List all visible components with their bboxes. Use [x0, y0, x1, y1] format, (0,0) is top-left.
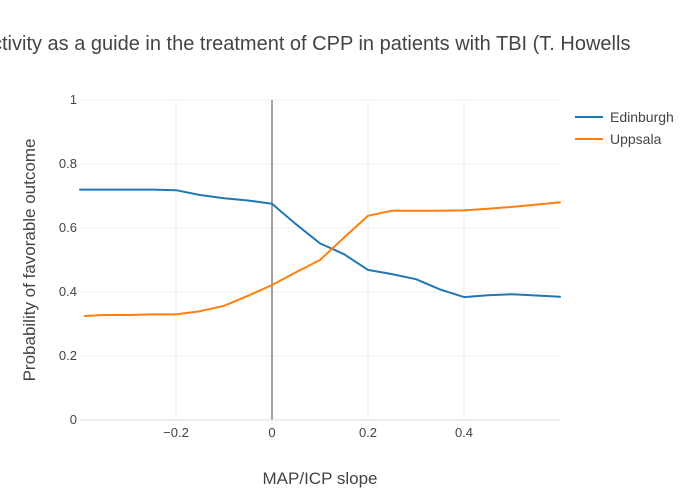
- y-tick-label: 0.8: [59, 156, 77, 171]
- x-tick-label: 0.2: [359, 425, 377, 440]
- legend-label-uppsala: Uppsala: [610, 131, 662, 147]
- y-tick-label: 0.6: [59, 220, 77, 235]
- y-tick-label: 1: [70, 92, 77, 107]
- series-line-edinburgh[interactable]: [79, 188, 561, 299]
- grid: [80, 99, 560, 420]
- y-tick-labels: 0 0.2 0.4 0.6 0.8 1: [59, 92, 77, 427]
- x-tick-labels: −0.2 0 0.2 0.4: [163, 425, 473, 440]
- legend[interactable]: Edinburgh Uppsala: [575, 109, 674, 147]
- x-tick-label: 0.4: [455, 425, 473, 440]
- y-tick-label: 0.2: [59, 348, 77, 363]
- y-tick-label: 0: [70, 412, 77, 427]
- y-axis-title: Probability of favorable outcome: [20, 139, 39, 382]
- y-tick-label: 0.4: [59, 284, 77, 299]
- x-axis-title: MAP/ICP slope: [263, 469, 378, 488]
- legend-item-uppsala[interactable]: Uppsala: [575, 131, 662, 147]
- series-layer: [79, 188, 561, 317]
- x-tick-label: −0.2: [163, 425, 189, 440]
- legend-label-edinburgh: Edinburgh: [610, 109, 674, 125]
- series-line-uppsala[interactable]: [83, 201, 561, 317]
- x-tick-label: 0: [268, 425, 275, 440]
- chart-title: ctivity as a guide in the treatment of C…: [0, 33, 630, 55]
- legend-item-edinburgh[interactable]: Edinburgh: [575, 109, 674, 125]
